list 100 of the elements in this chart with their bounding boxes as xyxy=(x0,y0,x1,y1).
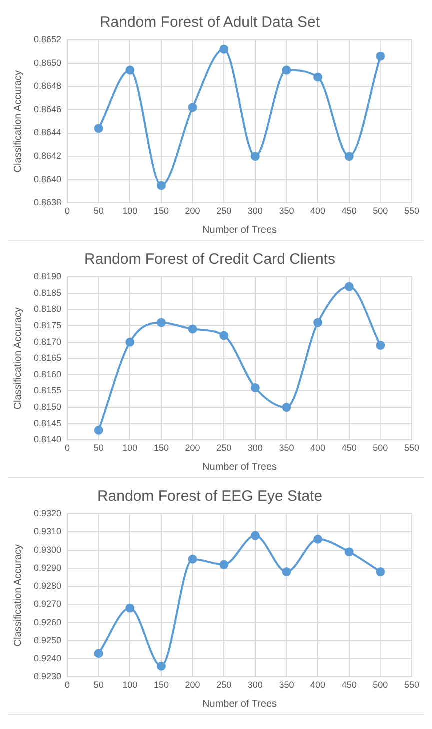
x-tick-label: 0 xyxy=(65,206,70,216)
x-tick-label: 400 xyxy=(310,443,326,454)
point xyxy=(156,181,166,190)
y-tick-label: 0.8190 xyxy=(34,271,62,282)
x-tick-label: 50 xyxy=(94,680,104,690)
x-tick-label: 150 xyxy=(154,443,169,454)
y-tick-label: 0.9240 xyxy=(34,654,62,664)
y-tick-label: 0.9280 xyxy=(34,581,62,592)
point xyxy=(250,531,260,540)
y-tick-label: 0.8180 xyxy=(34,304,62,314)
point xyxy=(250,152,260,162)
chart-title: Random Forest of EEG Eye State xyxy=(97,488,323,506)
x-tick-label: 250 xyxy=(216,206,232,216)
x-tick-label: 550 xyxy=(404,443,420,454)
point xyxy=(376,52,386,61)
point xyxy=(376,341,386,350)
point xyxy=(282,66,292,75)
y-tick-label: 0.9310 xyxy=(34,526,62,537)
point xyxy=(314,72,323,82)
x-tick-label: 50 xyxy=(94,206,104,216)
point xyxy=(344,548,354,557)
x-tick-label: 350 xyxy=(279,680,294,690)
x-tick-label: 300 xyxy=(248,680,263,690)
y-tick-label: 0.8185 xyxy=(34,288,62,298)
y-tick-label: 0.8638 xyxy=(34,198,62,208)
x-tick-label: 300 xyxy=(248,443,263,454)
x-tick-label: 550 xyxy=(404,680,420,690)
y-tick-label: 0.8170 xyxy=(34,336,62,347)
y-tick-label: 0.9270 xyxy=(34,599,62,610)
x-tick-label: 50 xyxy=(94,443,104,454)
y-tick-label: 0.8646 xyxy=(34,104,62,114)
x-axis-title: Number of Trees xyxy=(202,224,278,236)
x-tick-label: 400 xyxy=(310,680,326,690)
y-tick-label: 0.8648 xyxy=(34,81,62,92)
point xyxy=(344,282,354,292)
point xyxy=(376,568,386,577)
point xyxy=(94,124,104,134)
point xyxy=(282,568,292,577)
x-tick-label: 250 xyxy=(216,443,232,454)
x-tick-label: 350 xyxy=(279,206,294,216)
x-axis-title: Number of Trees xyxy=(202,462,278,473)
point xyxy=(188,103,198,112)
y-tick-label: 0.9320 xyxy=(34,508,62,518)
x-tick-label: 300 xyxy=(248,206,263,216)
chart-title: Random Forest of Credit Card Clients xyxy=(84,251,336,268)
y-tick-label: 0.8140 xyxy=(34,434,62,445)
point xyxy=(282,403,292,412)
x-tick-label: 150 xyxy=(154,680,169,690)
point xyxy=(94,649,104,658)
x-tick-label: 250 xyxy=(216,680,232,690)
x-tick-label: 150 xyxy=(154,206,169,216)
y-tick-label: 0.9290 xyxy=(34,562,62,573)
x-tick-label: 200 xyxy=(185,443,200,454)
point xyxy=(188,554,198,564)
y-tick-label: 0.8644 xyxy=(34,128,62,138)
y-tick-label: 0.9230 xyxy=(34,672,62,682)
x-tick-label: 0 xyxy=(65,680,70,690)
y-tick-label: 0.8650 xyxy=(34,58,62,68)
x-tick-label: 500 xyxy=(373,206,388,216)
point xyxy=(94,426,104,435)
y-tick-label: 0.9300 xyxy=(34,544,62,555)
point xyxy=(156,662,166,671)
y-tick-label: 0.9250 xyxy=(34,635,62,646)
y-tick-label: 0.8640 xyxy=(34,174,62,184)
point xyxy=(156,318,166,328)
x-tick-label: 200 xyxy=(185,680,200,690)
point xyxy=(126,338,135,347)
point xyxy=(220,331,229,340)
x-tick-label: 550 xyxy=(404,206,420,216)
x-tick-label: 450 xyxy=(342,443,357,454)
x-tick-label: 450 xyxy=(342,206,357,216)
point xyxy=(220,44,229,54)
y-tick-label: 0.8150 xyxy=(34,402,62,412)
x-tick-label: 500 xyxy=(373,443,388,454)
x-tick-label: 500 xyxy=(373,680,388,690)
y-tick-label: 0.8652 xyxy=(34,34,62,44)
y-tick-label: 0.8160 xyxy=(34,369,62,380)
x-tick-label: 100 xyxy=(122,443,138,454)
point xyxy=(250,383,260,392)
x-tick-label: 200 xyxy=(185,206,200,216)
x-axis-title: Number of Trees xyxy=(202,698,278,710)
y-axis-title: Classification Accuracy xyxy=(12,307,24,410)
y-tick-label: 0.8165 xyxy=(34,353,62,364)
x-tick-label: 100 xyxy=(122,680,138,690)
point xyxy=(344,152,354,162)
point xyxy=(314,534,323,544)
y-axis-title: Classification Accuracy xyxy=(12,544,24,647)
point xyxy=(220,560,229,570)
y-axis-title: Classification Accuracy xyxy=(12,70,24,173)
point xyxy=(188,324,198,334)
chart-title: Random Forest of Adult Data Set xyxy=(100,14,321,32)
x-tick-label: 100 xyxy=(122,206,138,216)
y-tick-label: 0.8145 xyxy=(34,418,62,428)
x-tick-label: 450 xyxy=(342,680,357,690)
point xyxy=(126,66,135,75)
x-tick-label: 400 xyxy=(310,206,326,216)
y-tick-label: 0.8175 xyxy=(34,320,62,330)
y-tick-label: 0.8642 xyxy=(34,151,62,162)
point xyxy=(126,604,135,613)
x-tick-label: 0 xyxy=(65,443,70,454)
